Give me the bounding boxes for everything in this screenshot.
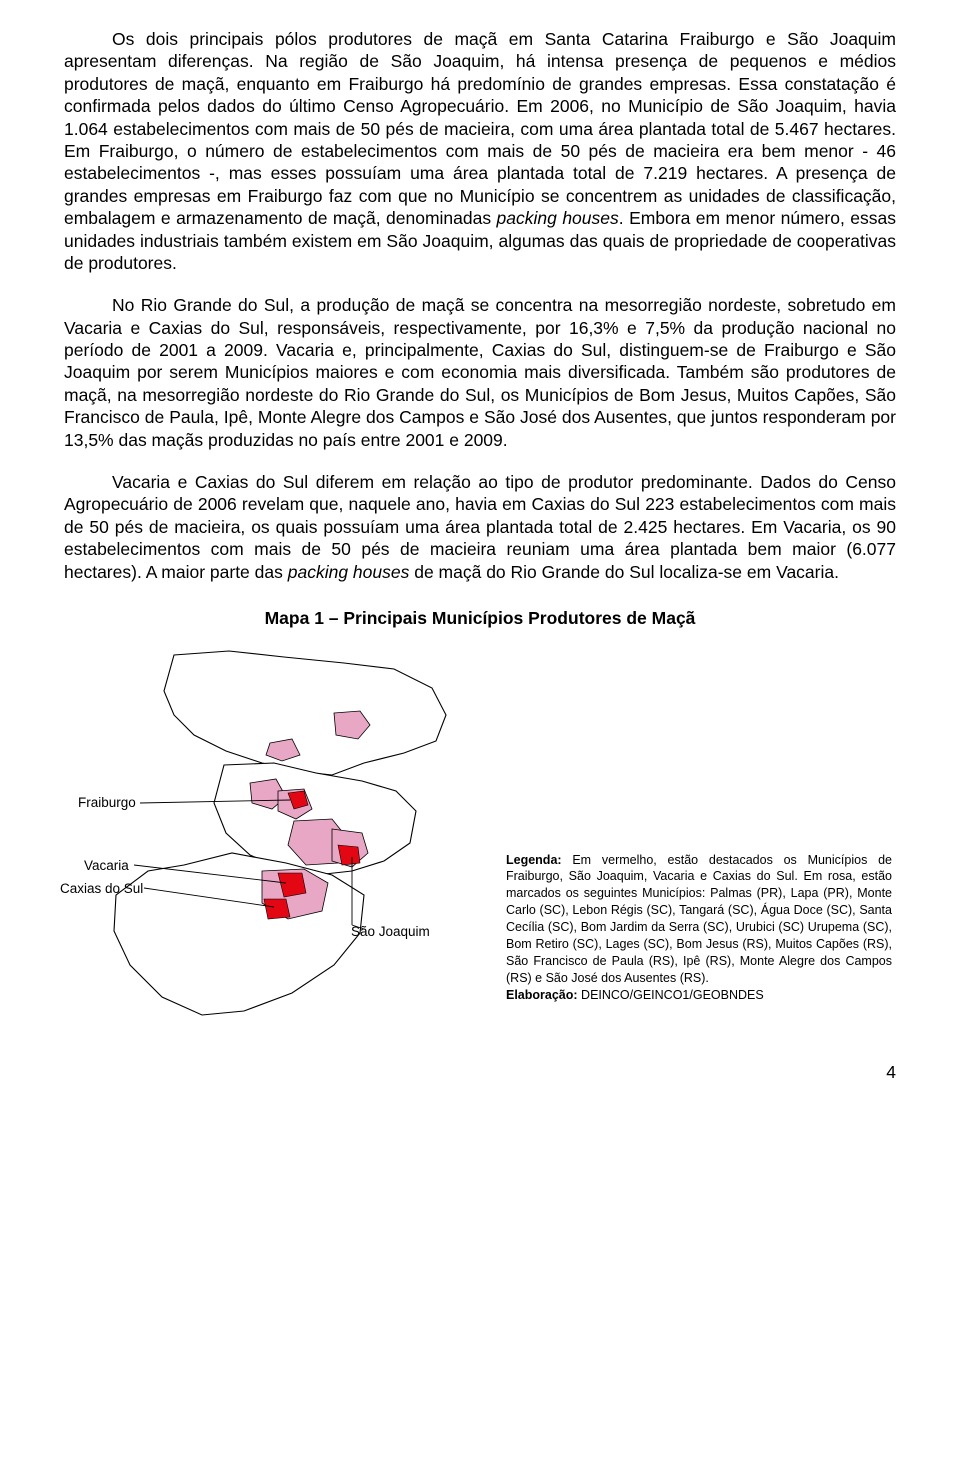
map-legend: Legenda: Em vermelho, estão destacados o… xyxy=(506,852,896,1034)
legend-text-b: DEINCO/GEINCO1/GEOBNDES xyxy=(578,988,764,1002)
p1-italic: packing houses xyxy=(497,208,619,228)
p3-italic: packing houses xyxy=(288,562,410,582)
map-svg xyxy=(64,643,494,1033)
legend-label: Legenda: xyxy=(506,853,562,867)
map-label-caxias: Caxias do Sul xyxy=(60,880,143,897)
body-paragraph-3: Vacaria e Caxias do Sul diferem em relaç… xyxy=(64,471,896,583)
legend-text-a: Em vermelho, estão destacados os Municíp… xyxy=(506,853,892,985)
legend-elab-label: Elaboração: xyxy=(506,988,578,1002)
map-label-fraiburgo: Fraiburgo xyxy=(78,794,136,811)
p2-text: No Rio Grande do Sul, a produção de maçã… xyxy=(64,295,896,449)
body-paragraph-1: Os dois principais pólos produtores de m… xyxy=(64,28,896,274)
body-paragraph-2: No Rio Grande do Sul, a produção de maçã… xyxy=(64,294,896,451)
map-figure: Fraiburgo Vacaria Caxias do Sul São Joaq… xyxy=(64,643,494,1033)
page-number: 4 xyxy=(64,1061,896,1083)
map-block: Fraiburgo Vacaria Caxias do Sul São Joaq… xyxy=(64,643,896,1033)
map-label-vacaria: Vacaria xyxy=(84,857,129,874)
p1-text-a: Os dois principais pólos produtores de m… xyxy=(64,29,896,228)
p3-text-b: de maçã do Rio Grande do Sul localiza-se… xyxy=(409,562,839,582)
map-label-saojoaquim: São Joaquim xyxy=(351,923,430,940)
map-title: Mapa 1 – Principais Municípios Produtore… xyxy=(64,607,896,629)
